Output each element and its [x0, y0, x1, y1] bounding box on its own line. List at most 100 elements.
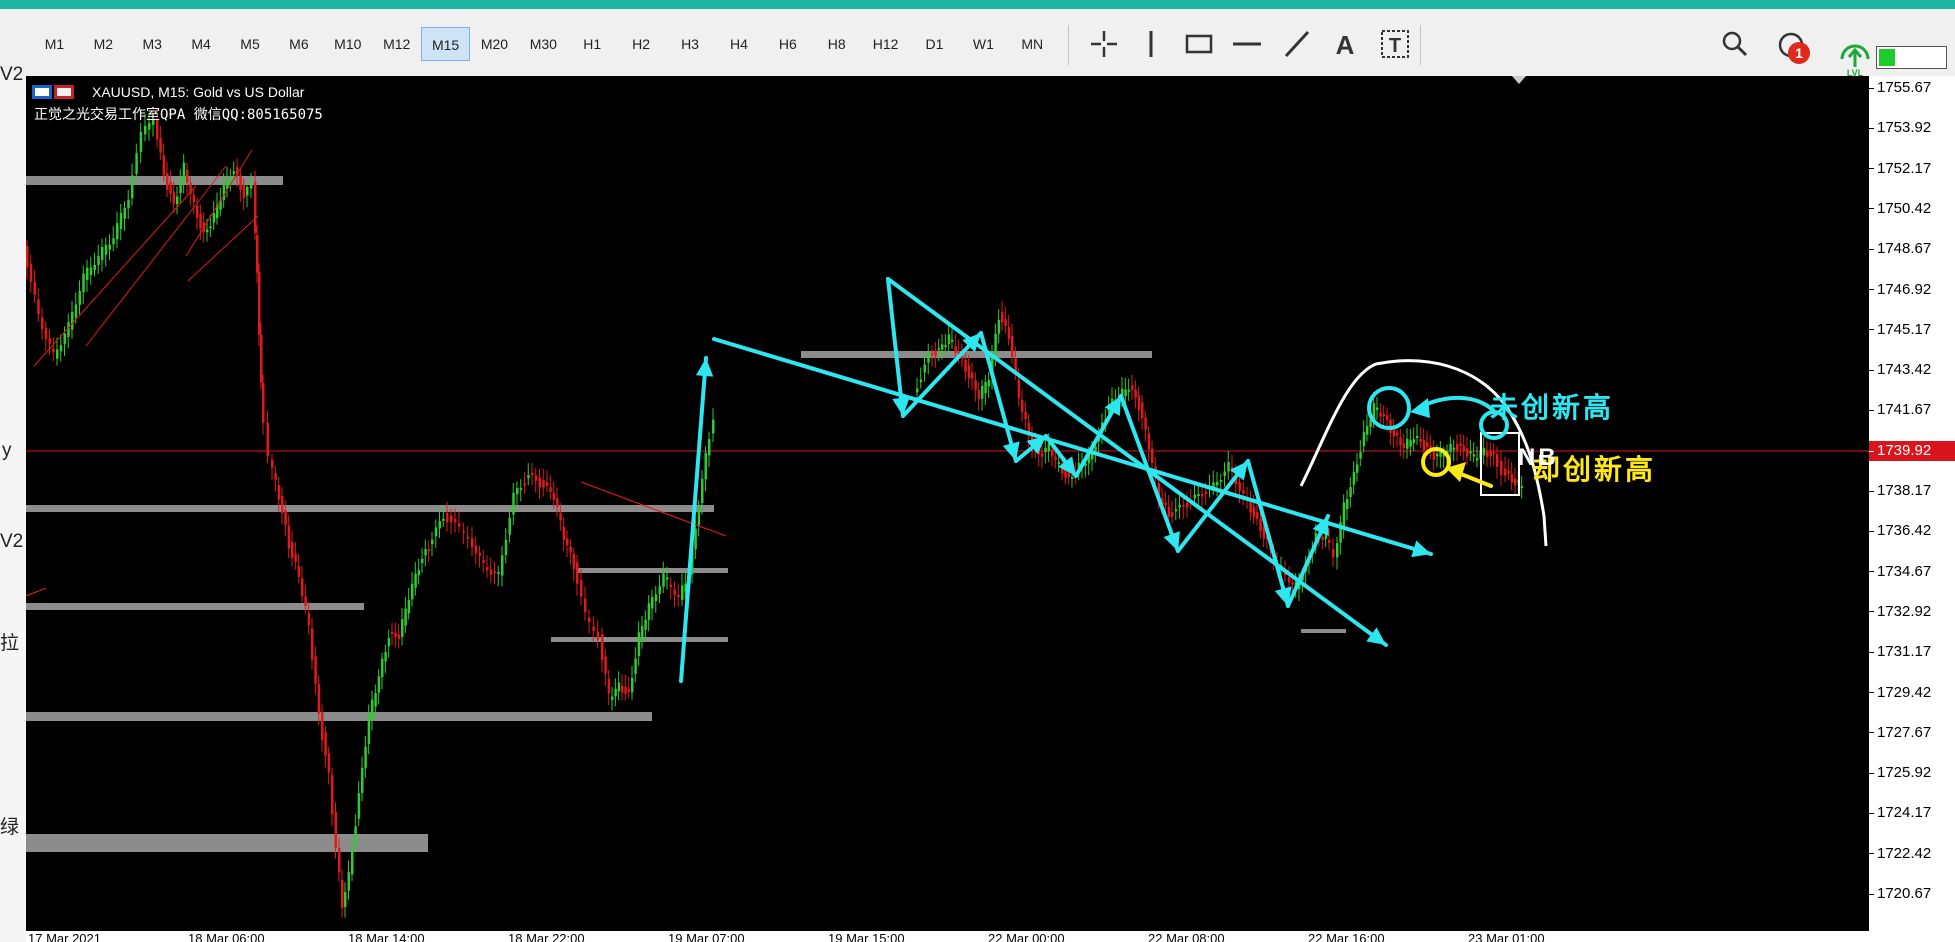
candle-body: [116, 223, 119, 240]
timeframe-m20-button[interactable]: M20: [480, 36, 509, 52]
cyan-zigzag-arrow: [979, 331, 1018, 463]
svg-text:A: A: [1336, 30, 1355, 60]
candle-body: [1011, 335, 1014, 358]
candle-body: [987, 379, 991, 387]
candle-body: [166, 173, 169, 190]
candle-body: [1164, 502, 1167, 506]
rectangle-icon[interactable]: [1180, 25, 1218, 63]
candle-body: [1359, 452, 1362, 459]
candle-body: [681, 585, 684, 600]
cyan-zigzag-arrow-head: [1104, 396, 1121, 416]
timeframe-m6-button[interactable]: M6: [289, 36, 309, 52]
signal-upload-icon[interactable]: LVL: [1836, 41, 1874, 77]
timeframe-m5-button[interactable]: M5: [240, 36, 260, 52]
candle-body: [361, 767, 364, 793]
candle-body: [438, 521, 441, 529]
candle-body: [566, 538, 569, 546]
candle-body: [1349, 487, 1352, 498]
candle-body: [1174, 509, 1178, 512]
candle-body: [944, 344, 947, 347]
timeframe-h8-button[interactable]: H8: [827, 36, 846, 52]
candle-body: [569, 546, 572, 553]
candle-body: [139, 132, 143, 153]
candle-body: [1238, 482, 1241, 492]
time-label: 23 Mar 01:00: [1468, 931, 1545, 942]
time-label: 22 Mar 16:00: [1308, 931, 1385, 942]
trendline-icon[interactable]: [1278, 25, 1316, 63]
candle-body: [556, 498, 559, 508]
timeframe-m3-button[interactable]: M3: [142, 36, 162, 52]
candle-body: [637, 632, 641, 657]
candle-body: [239, 175, 242, 191]
vertical-line-icon[interactable]: [1132, 25, 1170, 63]
candle-body: [631, 677, 634, 693]
timeframe-m1-button[interactable]: M1: [44, 36, 65, 52]
candle-body: [1057, 462, 1061, 465]
timeframe-m12-button[interactable]: M12: [383, 36, 411, 52]
timeframe-m15-button[interactable]: M15: [421, 27, 471, 61]
text-label-icon[interactable]: T: [1376, 25, 1414, 63]
candle-body: [176, 196, 179, 204]
timeframe-h1-button[interactable]: H1: [583, 36, 602, 52]
timeframe-h2-button[interactable]: H2: [632, 36, 651, 52]
cyan-circle-right: [1479, 410, 1509, 440]
timeframe-h6-button[interactable]: H6: [778, 36, 797, 52]
candle-body: [1288, 577, 1291, 583]
candle-body: [471, 538, 474, 548]
candle-body: [684, 583, 687, 593]
candle-body: [304, 596, 307, 606]
timeframe-mn-button[interactable]: MN: [1021, 36, 1044, 52]
price-chart[interactable]: XAUUSD, M15: Gold vs US Dollar 正觉之光交易工作室…: [26, 76, 1869, 931]
timeframe-m4-button[interactable]: M4: [191, 36, 211, 52]
price-tick: 1720.67: [1869, 885, 1955, 902]
candle-body: [226, 178, 229, 189]
crosshair-icon[interactable]: [1085, 25, 1123, 63]
candle-body: [1332, 549, 1335, 557]
candle-body: [446, 512, 449, 523]
candle-body: [588, 617, 591, 622]
candle-body: [1124, 389, 1127, 397]
timeframe-m10-button[interactable]: M10: [334, 36, 362, 52]
cyan-zigzag-arrow-head: [1163, 531, 1180, 551]
candle-body: [1514, 478, 1517, 486]
price-tick: 1745.17: [1869, 321, 1955, 338]
red-channel-line: [33, 185, 197, 367]
candle-body: [1422, 440, 1426, 450]
timeframe-h3-button[interactable]: H3: [681, 36, 699, 52]
candle-body: [338, 848, 341, 873]
candle-body: [694, 528, 697, 550]
timeframe-m30-button[interactable]: M30: [529, 36, 557, 52]
toolbar-separator: [1068, 25, 1069, 65]
search-icon[interactable]: [1716, 25, 1754, 63]
notification-badge: 1: [1788, 42, 1810, 64]
candle-body: [919, 379, 923, 383]
candle-body: [1392, 425, 1396, 437]
timeframe-h12-button[interactable]: H12: [872, 36, 899, 52]
candle-body: [462, 530, 465, 533]
candle-body: [1157, 483, 1161, 499]
cyan-curved-arrow: [1417, 395, 1496, 413]
candle-body: [1087, 453, 1091, 464]
candle-body: [108, 244, 111, 250]
timeframe-w1-button[interactable]: W1: [972, 36, 994, 52]
candle-body: [381, 658, 384, 678]
horizontal-line-icon[interactable]: [1228, 25, 1266, 63]
candle-body: [229, 179, 232, 182]
candle-body: [611, 696, 614, 700]
timeframe-d1-button[interactable]: D1: [925, 36, 944, 52]
candle-body: [371, 699, 374, 720]
timeframe-m2-button[interactable]: M2: [93, 36, 114, 52]
candle-body: [1459, 443, 1462, 446]
candle-body: [489, 569, 493, 575]
candle-body: [301, 578, 304, 596]
text-icon[interactable]: A: [1326, 25, 1364, 63]
candle-body: [482, 559, 485, 563]
timeframe-h4-button[interactable]: H4: [729, 36, 748, 52]
candle-body: [1242, 490, 1245, 494]
candle-body: [601, 634, 604, 660]
candle-body: [1017, 379, 1021, 398]
support-band: [26, 176, 283, 185]
candle-body: [86, 267, 89, 280]
candle-body: [93, 264, 96, 270]
candle-body: [954, 346, 957, 353]
